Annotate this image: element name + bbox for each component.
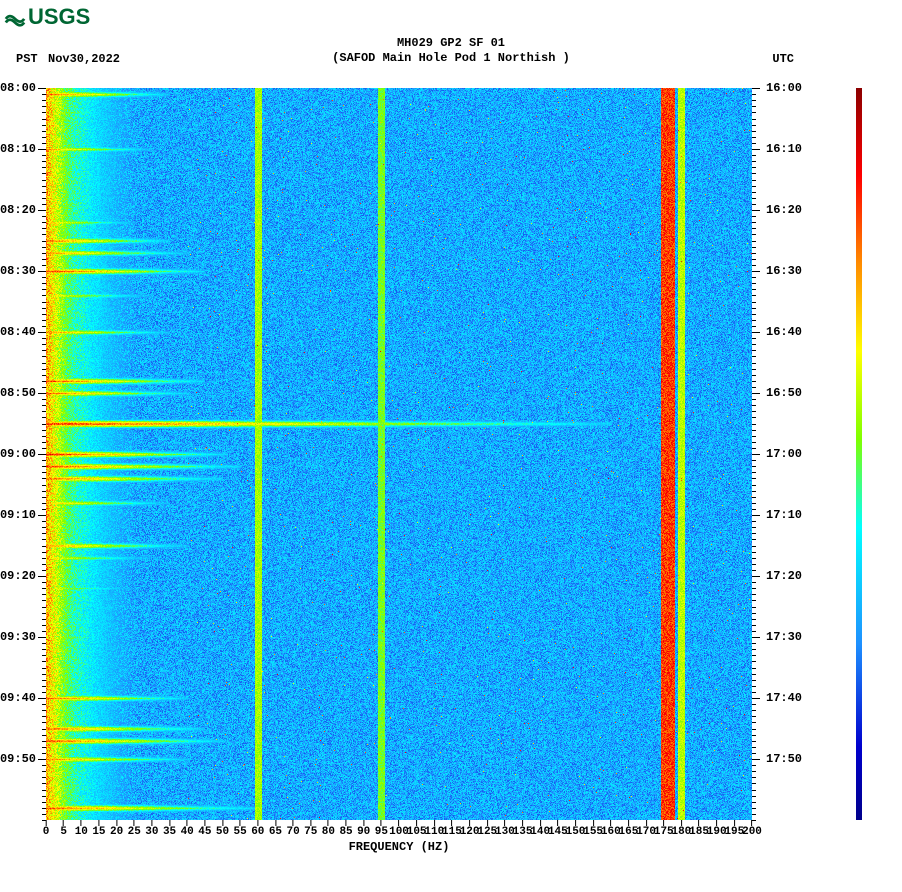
color-scale-bar <box>856 88 862 820</box>
time-tick: 17:30 <box>752 630 802 644</box>
time-tick: 09:20 <box>0 569 46 583</box>
usgs-logo: USGS <box>4 4 90 30</box>
freq-tick: 10 <box>75 820 88 838</box>
title-line1: MH029 GP2 SF 01 <box>0 36 902 51</box>
freq-tick: 0 <box>43 820 50 838</box>
freq-tick: 30 <box>145 820 158 838</box>
spectrogram-plot <box>46 88 752 820</box>
time-tick: 09:40 <box>0 691 46 705</box>
freq-tick: 40 <box>181 820 194 838</box>
time-tick: 17:20 <box>752 569 802 583</box>
right-minor-ticks <box>752 88 756 820</box>
time-tick: 08:30 <box>0 264 46 278</box>
time-tick: 16:10 <box>752 142 802 156</box>
freq-tick: 90 <box>357 820 370 838</box>
utc-label: UTC <box>772 52 794 66</box>
time-tick: 08:10 <box>0 142 46 156</box>
x-axis-label: FREQUENCY (HZ) <box>46 840 752 854</box>
time-tick: 09:00 <box>0 447 46 461</box>
time-tick: 16:00 <box>752 81 802 95</box>
freq-tick: 50 <box>216 820 229 838</box>
time-tick: 16:50 <box>752 386 802 400</box>
time-tick: 08:50 <box>0 386 46 400</box>
time-tick: 09:10 <box>0 508 46 522</box>
freq-tick: 5 <box>60 820 67 838</box>
time-tick: 17:00 <box>752 447 802 461</box>
time-tick: 16:40 <box>752 325 802 339</box>
freq-tick: 20 <box>110 820 123 838</box>
wave-icon <box>4 6 26 28</box>
freq-tick: 75 <box>304 820 317 838</box>
chart-title: MH029 GP2 SF 01 (SAFOD Main Hole Pod 1 N… <box>0 36 902 66</box>
freq-tick: 45 <box>198 820 211 838</box>
time-tick: 09:30 <box>0 630 46 644</box>
freq-tick: 15 <box>92 820 105 838</box>
freq-tick: 60 <box>251 820 264 838</box>
time-tick: 17:10 <box>752 508 802 522</box>
time-tick: 16:30 <box>752 264 802 278</box>
time-tick: 08:20 <box>0 203 46 217</box>
freq-tick: 65 <box>269 820 282 838</box>
freq-tick: 35 <box>163 820 176 838</box>
freq-tick: 25 <box>128 820 141 838</box>
time-tick: 08:00 <box>0 81 46 95</box>
time-tick: 09:50 <box>0 752 46 766</box>
freq-tick: 200 <box>742 820 762 838</box>
right-time-axis: 16:0016:1016:2016:3016:4016:5017:0017:10… <box>752 88 812 820</box>
spectrogram-canvas <box>46 88 752 820</box>
time-tick: 16:20 <box>752 203 802 217</box>
left-time-axis: 08:0008:1008:2008:3008:4008:5009:0009:10… <box>0 88 46 820</box>
freq-tick: 80 <box>322 820 335 838</box>
title-line2: (SAFOD Main Hole Pod 1 Northish ) <box>0 51 902 66</box>
logo-text: USGS <box>28 4 90 30</box>
date-label: Nov30,2022 <box>48 52 120 66</box>
freq-tick: 95 <box>375 820 388 838</box>
freq-tick: 70 <box>286 820 299 838</box>
time-tick: 08:40 <box>0 325 46 339</box>
time-tick: 17:50 <box>752 752 802 766</box>
freq-tick: 85 <box>339 820 352 838</box>
pst-label: PST <box>16 52 38 66</box>
time-tick: 17:40 <box>752 691 802 705</box>
freq-tick: 55 <box>234 820 247 838</box>
left-minor-ticks <box>42 88 46 820</box>
